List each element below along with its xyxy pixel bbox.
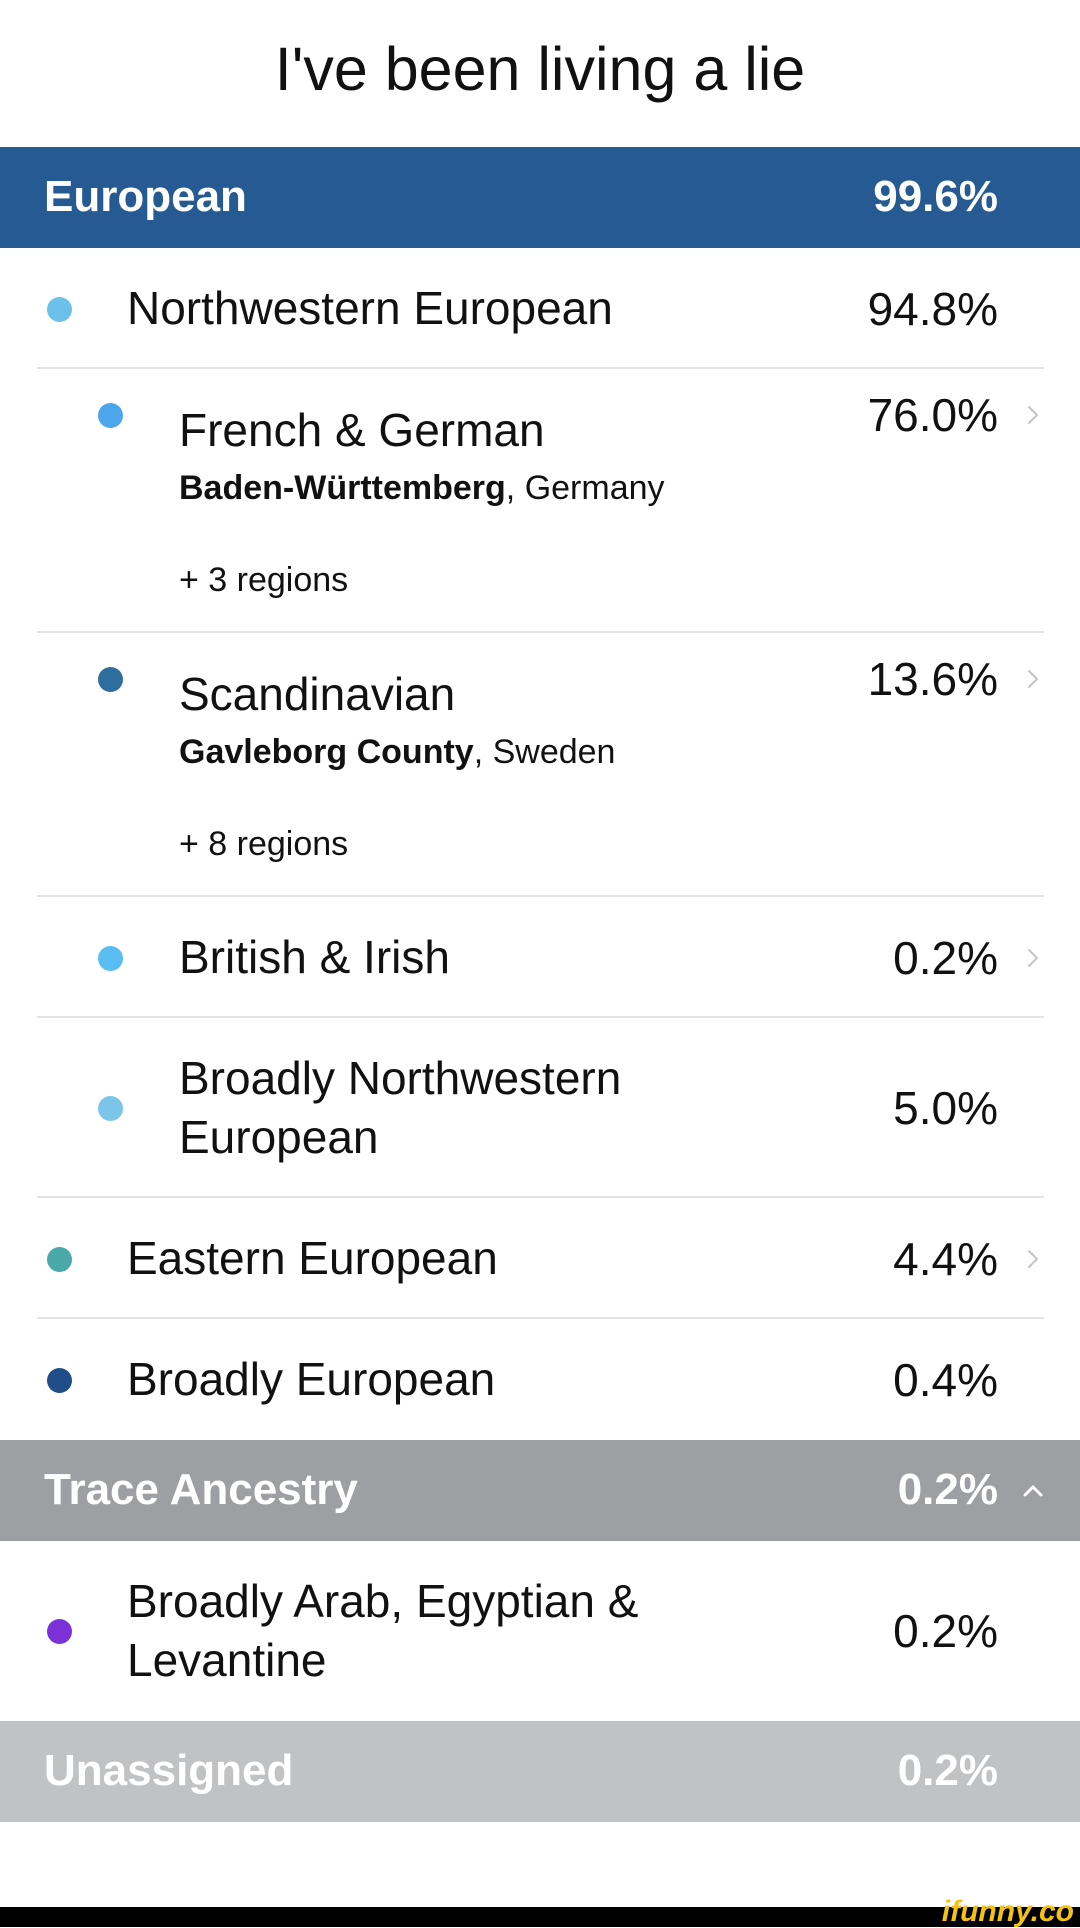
region-name: Scandinavian — [179, 667, 456, 720]
region-name: French & German — [179, 403, 545, 456]
region-name: British & Irish — [179, 931, 450, 983]
more-regions: + 8 regions — [179, 825, 349, 863]
ancestry-row[interactable]: Eastern European 4.4% — [0, 1198, 1080, 1319]
color-dot — [98, 1096, 123, 1121]
region-percent: 0.4% — [893, 1353, 998, 1406]
color-dot — [98, 666, 123, 692]
row-main: British & Irish 0.2% — [0, 897, 1080, 1018]
ancestry-row: Northwestern European 94.8% — [0, 248, 1080, 369]
chevron — [1028, 948, 1038, 967]
region-name: Eastern European — [127, 1232, 498, 1284]
row-main: French & German 76.0% — [0, 369, 1080, 460]
ancestry-row[interactable]: British & Irish 0.2% — [0, 897, 1080, 1018]
section-label: Trace Ancestry — [44, 1465, 358, 1514]
ancestry-list: European 99.6% Northwestern European 94.8% F… — [0, 147, 1080, 1822]
chevron — [1028, 669, 1038, 688]
chevron — [1023, 1485, 1043, 1496]
color-dot — [98, 402, 123, 428]
color-dot — [47, 1246, 72, 1272]
region-percent: 13.6% — [867, 652, 998, 705]
sub-region-bold: Baden-Württemberg — [179, 469, 506, 507]
section-label: Unassigned — [44, 1746, 294, 1795]
ancestry-row[interactable]: French & German 76.0% Baden-Württemberg, G… — [0, 369, 1080, 633]
more-regions: + 3 regions — [179, 561, 349, 599]
footer-strip — [0, 1907, 1080, 1927]
region-percent: 5.0% — [893, 1082, 998, 1134]
sub-region-bold: Gavleborg County — [179, 733, 474, 771]
color-dot — [98, 945, 123, 971]
color-dot — [47, 296, 72, 322]
sub-region: Gavleborg County, Sweden — [0, 730, 1080, 774]
row-main: Northwestern European 94.8% — [0, 248, 1080, 369]
section-header: European 99.6% — [0, 147, 1080, 248]
sub-region-rest: , Germany — [505, 469, 665, 507]
sub-region-rest: , Sweden — [473, 733, 616, 771]
row-main: Broadly Northwestern European 5.0% — [0, 1018, 1080, 1198]
ancestry-row: Broadly Northwestern European 5.0% — [0, 1018, 1080, 1198]
row-main: Scandinavian 13.6% — [0, 633, 1080, 724]
region-percent: 4.4% — [893, 1232, 998, 1285]
region-name: Northwestern European — [127, 282, 613, 334]
section-percent: 99.6% — [873, 172, 998, 221]
row-main: Broadly European 0.4% — [0, 1319, 1080, 1440]
region-percent: 76.0% — [867, 388, 998, 441]
region-name: Broadly Northwestern European — [179, 1052, 622, 1163]
section-label: European — [44, 172, 247, 221]
region-name: Broadly Arab, Egyptian & Levantine — [127, 1575, 639, 1686]
section-header[interactable]: Trace Ancestry 0.2% — [0, 1440, 1080, 1541]
sub-region: Baden-Württemberg, Germany — [0, 466, 1080, 510]
post-title: I've been living a lie — [274, 34, 806, 103]
section-percent: 0.2% — [897, 1465, 998, 1514]
color-dot — [47, 1367, 72, 1393]
section-percent: 0.2% — [897, 1746, 998, 1795]
ancestry-row: Broadly Arab, Egyptian & Levantine 0.2% — [0, 1541, 1080, 1721]
region-percent: 0.2% — [893, 1605, 998, 1657]
color-dot — [47, 1619, 72, 1644]
region-percent: 0.2% — [893, 931, 998, 984]
ancestry-row[interactable]: Scandinavian 13.6% Gavleborg County, Swede… — [0, 633, 1080, 897]
watermark: ifunny.co — [941, 1895, 1074, 1928]
chevron — [1028, 1249, 1038, 1268]
ancestry-row: Broadly European 0.4% — [0, 1319, 1080, 1440]
region-percent: 94.8% — [867, 282, 998, 335]
row-main: Eastern European 4.4% — [0, 1198, 1080, 1319]
region-name: Broadly European — [127, 1353, 496, 1405]
chevron — [1028, 405, 1038, 424]
section-header: Unassigned 0.2% — [0, 1721, 1080, 1822]
row-main: Broadly Arab, Egyptian & Levantine 0.2% — [0, 1541, 1080, 1721]
